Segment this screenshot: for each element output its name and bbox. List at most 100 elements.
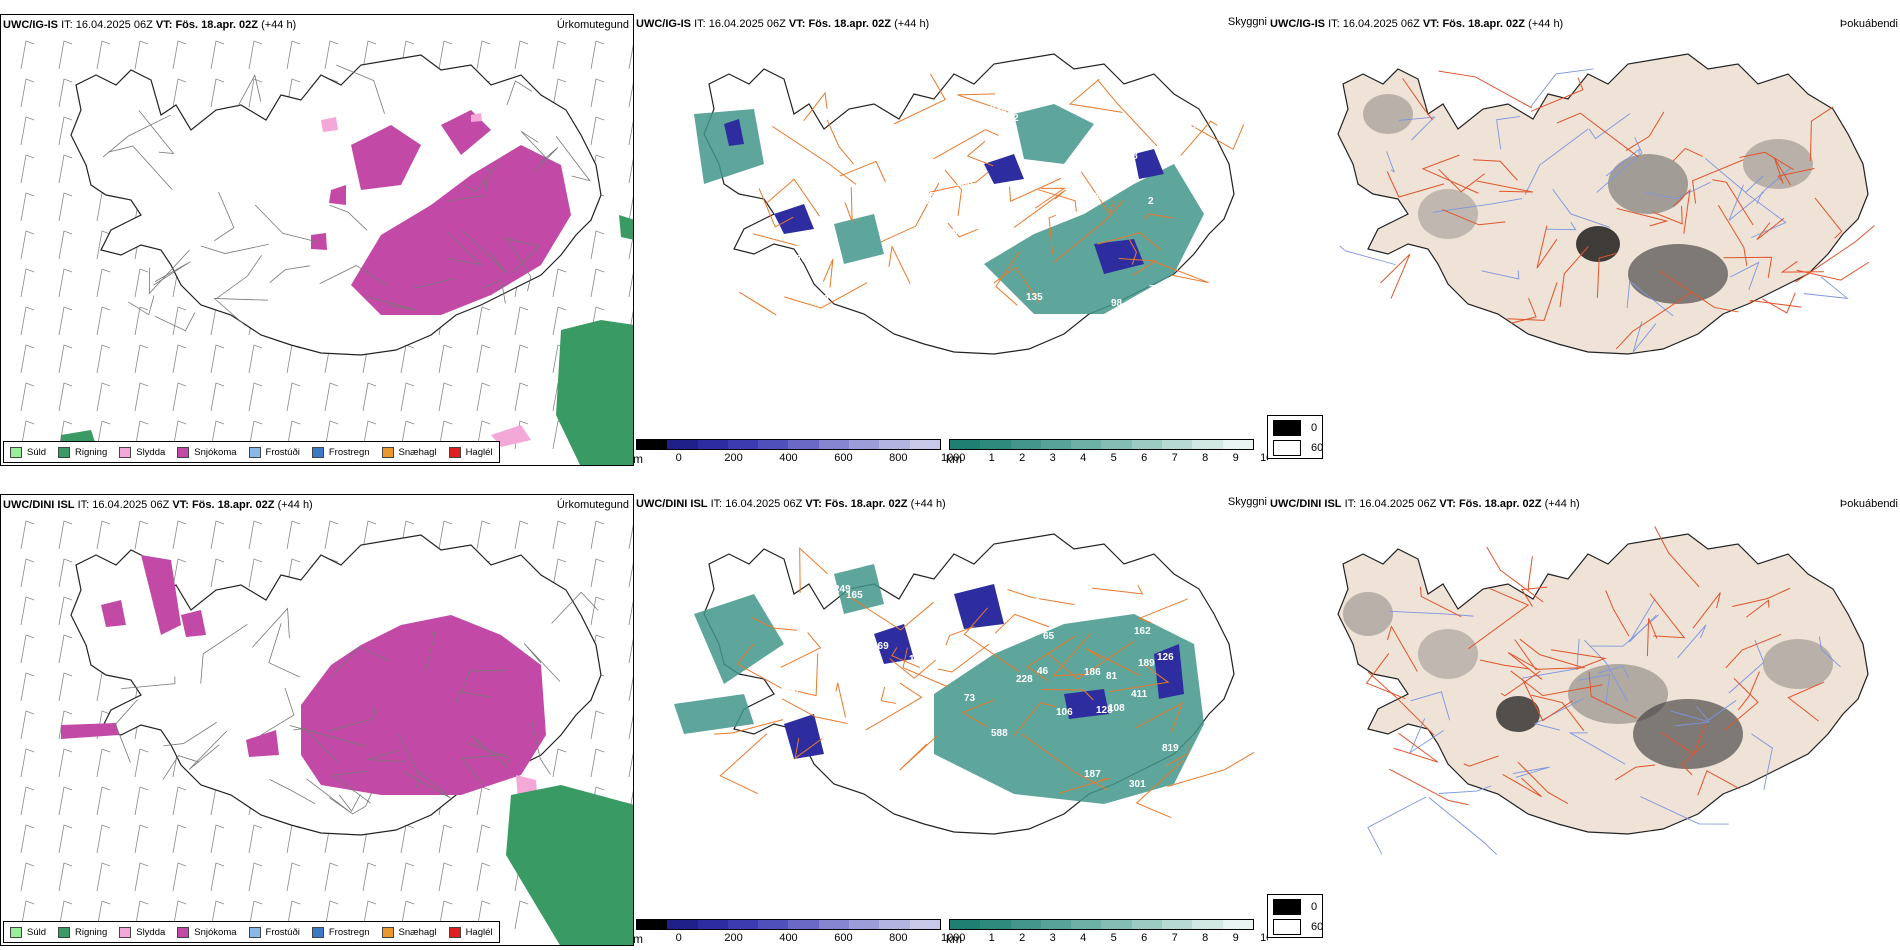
- wind-barb: [20, 824, 35, 854]
- route-segment: [1746, 599, 1770, 618]
- wind-barb: [362, 862, 377, 892]
- sleet-region: [321, 113, 531, 447]
- route-segment: [1629, 598, 1657, 643]
- colorbar-swatch: [849, 920, 880, 929]
- panel-title: Skyggni: [1227, 496, 1267, 508]
- visibility-value-label: 191: [1072, 595, 1089, 606]
- colorbar-meters-ticks: m 0 200 400 600 800 1000: [634, 932, 965, 946]
- route-segment: [1652, 205, 1683, 225]
- road-network: [1365, 526, 1825, 806]
- route-segment: [1442, 209, 1506, 226]
- visibility-value-label: 330: [812, 294, 829, 305]
- wind-barb: [514, 900, 529, 930]
- panel-title: Þokuábendi: [1839, 498, 1898, 510]
- fog-panel-row1: UWC/IG-IS IT: 16.04.2025 06Z VT: Fös. 18…: [1268, 14, 1900, 466]
- route-segment: [1012, 702, 1056, 738]
- legend-item: Frostregn: [311, 926, 370, 938]
- wind-barb: [20, 116, 35, 146]
- wind-barb: [248, 900, 263, 930]
- low-visibility-m: [724, 119, 1164, 274]
- wind-barb: [248, 40, 263, 70]
- route-segment: [331, 770, 371, 804]
- route-segment: [1386, 151, 1395, 173]
- wind-barb: [20, 710, 35, 740]
- wind-barb: [172, 900, 187, 930]
- visibility-value-label: 211: [879, 117, 896, 128]
- colorbar-swatch: [1071, 920, 1102, 929]
- wind-barb: [58, 558, 73, 588]
- wind-barb: [172, 520, 187, 550]
- visibility-value-label: 932: [796, 239, 813, 250]
- route-segment: [1596, 252, 1617, 298]
- visibility-value-label: 310: [940, 769, 957, 780]
- route-segment: [961, 699, 995, 727]
- wind-barb: [476, 382, 491, 412]
- fog-map: [1337, 53, 1875, 355]
- wind-barb: [286, 420, 301, 450]
- route-segment: [1481, 270, 1520, 280]
- wind-barb: [58, 154, 73, 184]
- wind-barb: [400, 382, 415, 412]
- colorbar-swatch: [1162, 920, 1193, 929]
- visibility-value-label: 293: [859, 126, 876, 137]
- route-segment: [1625, 111, 1665, 152]
- panel-header: UWC/IG-IS IT: 16.04.2025 06Z VT: Fös. 18…: [636, 18, 930, 30]
- route-segment: [1777, 168, 1815, 182]
- panel-title: Úrkomutegund: [556, 499, 629, 511]
- route-segment: [1080, 171, 1115, 215]
- route-segment: [1410, 691, 1451, 721]
- wind-barb: [514, 344, 529, 374]
- wind-barb: [324, 520, 339, 550]
- wind-barb: [20, 192, 35, 222]
- colorbar-swatch: [1192, 440, 1223, 449]
- legend-item: Snæhagl: [381, 926, 437, 938]
- colorbar-tick-label: 200: [724, 932, 743, 944]
- route-segment: [1814, 197, 1843, 239]
- wind-barb: [96, 672, 111, 702]
- fog-index-shading: [1343, 592, 1833, 769]
- colorbar-tick-label: 200: [724, 452, 743, 464]
- colorbar-tick-label: 8: [1202, 452, 1209, 464]
- wind-barb: [248, 520, 263, 550]
- route-segment: [1419, 586, 1462, 618]
- wind-barb: [400, 900, 415, 930]
- wind-barb: [58, 192, 73, 222]
- precip-legend: Súld Rigning Slydda Snjókoma Frostúði Fr…: [3, 921, 500, 943]
- route-segment: [758, 188, 794, 228]
- wind-barb: [58, 78, 73, 108]
- colorbar-tick-label: 1000: [940, 932, 966, 944]
- wind-barb: [248, 558, 263, 588]
- wind-barb: [552, 268, 567, 298]
- wind-barb: [96, 786, 111, 816]
- colorbar-tick-label: 10: [1260, 452, 1268, 464]
- wind-barb: [172, 862, 187, 892]
- visibility-value-label: 105: [938, 601, 955, 612]
- route-segment: [1809, 106, 1834, 162]
- route-segment: [402, 769, 451, 799]
- colorbar-swatch: [1222, 920, 1253, 929]
- colorbar-swatch: [950, 920, 981, 929]
- wind-barb: [172, 824, 187, 854]
- route-segment: [216, 255, 262, 299]
- route-segment: [254, 204, 318, 243]
- wind-barb: [438, 862, 453, 892]
- wind-barb: [20, 786, 35, 816]
- colorbar-tick-label: 4: [1080, 932, 1087, 944]
- snow-region: [61, 555, 546, 795]
- route-segment: [719, 733, 768, 795]
- colorbar-km-swatches: [949, 439, 1254, 450]
- wind-barb: [20, 634, 35, 664]
- route-segment: [1468, 588, 1530, 650]
- route-segment: [1527, 556, 1533, 591]
- route-segment: [188, 730, 228, 770]
- route-segment: [260, 688, 295, 736]
- colorbar-swatch: [1101, 920, 1132, 929]
- route-segment: [413, 278, 455, 289]
- route-segment: [1502, 774, 1542, 798]
- colorbar-meters: m 0 200 400 600 800 1000: [634, 439, 965, 466]
- legend-item: Frostúði: [248, 446, 300, 458]
- route-segment: [1190, 124, 1245, 150]
- colorbar-km-ticks: km 1 2 3 4 5 6 7 8 9 10: [946, 932, 1268, 946]
- route-segment: [994, 613, 1050, 634]
- route-segment: [1042, 689, 1094, 701]
